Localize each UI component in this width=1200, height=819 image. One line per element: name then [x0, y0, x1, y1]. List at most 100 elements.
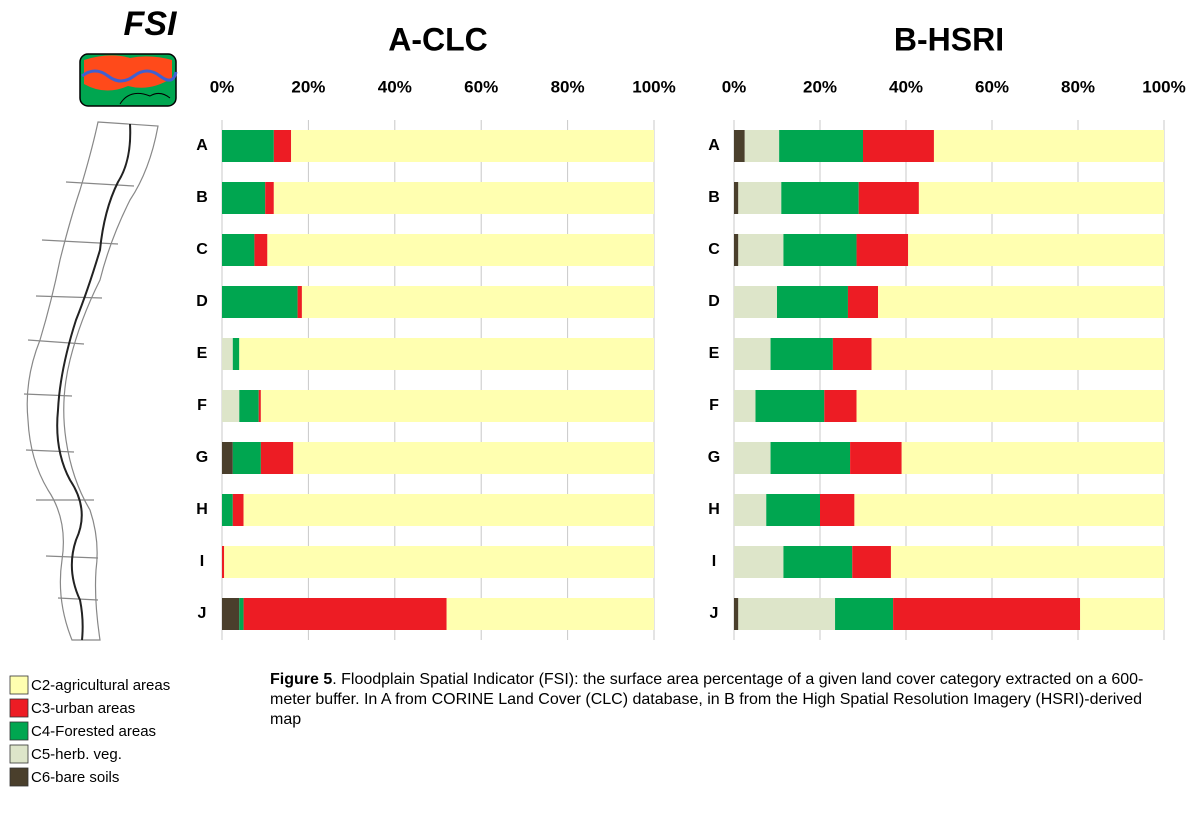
y-tick-label: G: [708, 449, 720, 466]
y-tick-label: E: [709, 345, 720, 362]
bar-segment: [259, 390, 261, 422]
bar-segment: [302, 286, 654, 318]
bar-segment: [777, 286, 848, 318]
x-tick-label: 80%: [551, 77, 585, 96]
bar-segment: [872, 338, 1164, 370]
bar-segment: [267, 234, 654, 266]
bar-segment: [893, 598, 1080, 630]
floodplain-map: [24, 122, 158, 640]
bar-segment: [766, 494, 820, 526]
y-tick-label: F: [709, 397, 719, 414]
bar-segment: [848, 286, 878, 318]
legend-swatch: [10, 745, 28, 763]
y-tick-label: I: [712, 553, 716, 570]
bar-segment: [233, 494, 244, 526]
legend-label: C4-Forested areas: [31, 723, 156, 740]
bar-segment: [734, 338, 771, 370]
bar-segment: [222, 546, 224, 578]
bar-segment: [738, 598, 835, 630]
x-tick-label: 20%: [291, 77, 325, 96]
x-tick-label: 0%: [210, 77, 235, 96]
bar-segment: [222, 390, 239, 422]
x-tick-label: 40%: [378, 77, 412, 96]
bar-segment: [233, 442, 261, 474]
bar-segment: [244, 494, 654, 526]
legend-swatch: [10, 768, 28, 786]
fsi-icon: [80, 54, 176, 106]
bar-segment: [854, 494, 1164, 526]
bar-segment: [239, 390, 258, 422]
caption: Figure 5. Floodplain Spatial Indicator (…: [270, 670, 1170, 730]
bar-segment: [781, 182, 858, 214]
bar-segment: [222, 130, 274, 162]
bar-segment: [222, 598, 239, 630]
y-tick-label: G: [196, 449, 208, 466]
bar-segment: [222, 494, 233, 526]
bar-segment: [447, 598, 654, 630]
bar-segment: [254, 234, 267, 266]
bar-segment: [738, 182, 781, 214]
bar-segment: [239, 598, 243, 630]
bar-segment: [783, 546, 852, 578]
bar-segment: [239, 338, 654, 370]
legend-label: C5-herb. veg.: [31, 746, 122, 763]
x-tick-label: 40%: [889, 77, 923, 96]
bar-segment: [734, 286, 777, 318]
bar-segment: [820, 494, 854, 526]
x-tick-label: 20%: [803, 77, 837, 96]
bar-segment: [734, 442, 771, 474]
bar-segment: [261, 442, 293, 474]
y-tick-label: H: [708, 501, 720, 518]
chart-title: B-HSRI: [894, 21, 1004, 57]
bar-segment: [824, 390, 856, 422]
bar-segment: [734, 546, 783, 578]
x-tick-label: 0%: [722, 77, 747, 96]
bar-segment: [244, 598, 447, 630]
bar-segment: [222, 338, 233, 370]
y-tick-label: A: [196, 137, 208, 154]
legend-label: C3-urban areas: [31, 700, 135, 717]
bar-segment: [833, 338, 872, 370]
bar-segment: [291, 130, 654, 162]
legend-label: C2-agricultural areas: [31, 677, 170, 694]
bar-segment: [734, 494, 766, 526]
legend-swatch: [10, 676, 28, 694]
bar-segment: [734, 598, 738, 630]
y-tick-label: J: [198, 605, 207, 622]
y-tick-label: D: [708, 293, 720, 310]
caption-text: . Floodplain Spatial Indicator (FSI): th…: [270, 671, 1143, 728]
x-tick-label: 60%: [975, 77, 1009, 96]
bar-segment: [863, 130, 934, 162]
bar-segment: [274, 182, 654, 214]
y-tick-label: J: [710, 605, 719, 622]
bar-segment: [222, 442, 233, 474]
bar-segment: [222, 286, 298, 318]
x-tick-label: 100%: [1142, 77, 1185, 96]
y-tick-label: B: [708, 189, 720, 206]
bar-segment: [919, 182, 1164, 214]
y-tick-label: H: [196, 501, 208, 518]
bar-segment: [222, 182, 265, 214]
bar-segment: [771, 338, 833, 370]
y-tick-label: D: [196, 293, 208, 310]
bar-segment: [859, 182, 919, 214]
bar-segment: [771, 442, 851, 474]
bar-segment: [902, 442, 1164, 474]
caption-label: Figure 5: [270, 671, 332, 688]
bar-segment: [734, 234, 738, 266]
bar-segment: [233, 338, 239, 370]
legend-swatch: [10, 699, 28, 717]
bar-segment: [857, 390, 1164, 422]
bar-segment: [734, 130, 745, 162]
bar-segment: [734, 390, 756, 422]
bar-segment: [908, 234, 1164, 266]
bar-segment: [1080, 598, 1164, 630]
y-tick-label: A: [708, 137, 720, 154]
bar-segment: [852, 546, 891, 578]
bar-segment: [734, 182, 738, 214]
bar-segment: [850, 442, 902, 474]
bar-segment: [224, 546, 654, 578]
bar-segment: [738, 234, 783, 266]
bar-segment: [779, 130, 863, 162]
bar-segment: [274, 130, 291, 162]
